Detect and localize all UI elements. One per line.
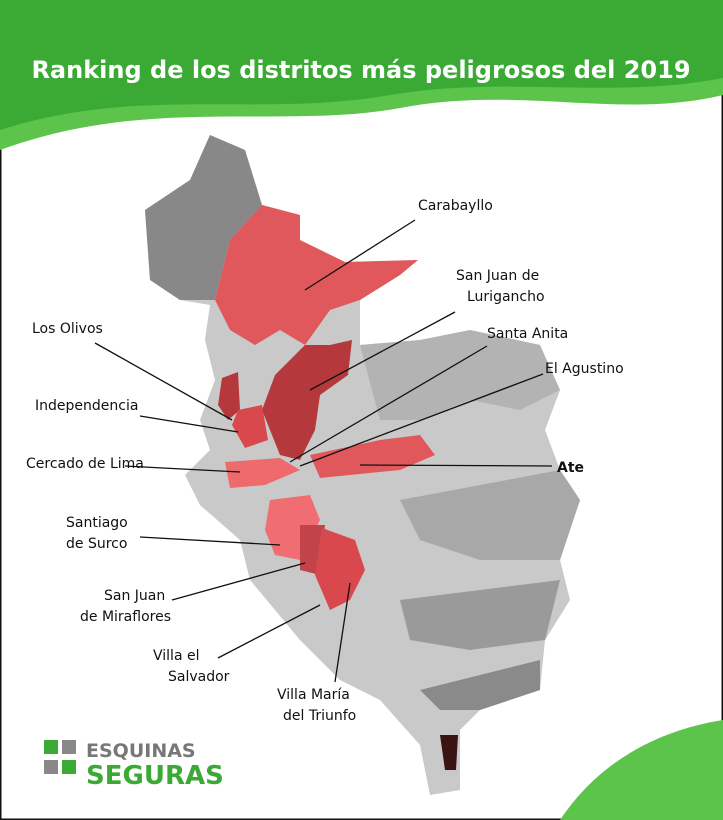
leader-line — [94, 342, 233, 421]
title: Ranking de los distritos más peligrosos … — [31, 56, 690, 84]
district-gray — [400, 580, 560, 650]
district-label: San Juan de — [456, 268, 539, 284]
leader-line — [334, 582, 351, 683]
district-label: Los Olivos — [32, 321, 103, 337]
district-label: El Agustino — [545, 361, 624, 377]
district-label: de Miraflores — [80, 609, 171, 625]
leader-line — [309, 311, 456, 391]
corner-wave — [560, 720, 723, 820]
logo-icon — [62, 760, 76, 774]
san-juan-de-lurigancho — [262, 340, 352, 460]
leader-line — [171, 562, 306, 601]
leader-line — [139, 415, 239, 433]
district-label: Santa Anita — [487, 326, 568, 342]
leader-line — [124, 465, 241, 473]
carabayllo — [215, 205, 418, 345]
district-label: Salvador — [168, 669, 230, 685]
leader-line — [359, 464, 553, 467]
district-dark — [440, 735, 458, 770]
logo-icon — [44, 740, 58, 754]
logo-icon — [62, 740, 76, 754]
district-label: de Surco — [66, 536, 127, 552]
villa-maria-del-triunfo — [315, 528, 365, 610]
district-label: Ate — [557, 460, 584, 476]
logo-text: SEGURAS — [86, 761, 224, 791]
leader-line — [217, 604, 321, 659]
district-label: Villa María — [277, 687, 350, 703]
leader-line — [299, 373, 544, 467]
los-olivos — [218, 372, 240, 420]
district-gray — [360, 330, 560, 420]
district-label: del Triunfo — [283, 708, 356, 724]
independencia — [232, 405, 268, 448]
district-gray — [400, 470, 580, 560]
leader-line — [139, 536, 281, 546]
ate — [310, 435, 435, 478]
district-gray — [145, 135, 262, 300]
district-label: Lurigancho — [467, 289, 545, 305]
district-label: Independencia — [35, 398, 138, 414]
cercado-de-lima — [225, 458, 300, 488]
district-label: Cercado de Lima — [26, 456, 144, 472]
district-label: Villa el — [153, 648, 199, 664]
district-label: San Juan — [104, 588, 165, 604]
header-wave — [0, 0, 723, 130]
logo-text: ESQUINAS — [86, 740, 196, 762]
leader-line — [304, 219, 416, 291]
logo-icon — [44, 760, 58, 774]
district-label: Santiago — [66, 515, 128, 531]
logo: ESQUINAS SEGURAS — [44, 740, 224, 791]
district-gray — [420, 660, 540, 710]
labels: Carabayllo San Juan de Lurigancho Los Olivo… — [26, 198, 624, 724]
leader-line — [289, 345, 488, 463]
district-label: Carabayllo — [418, 198, 493, 214]
